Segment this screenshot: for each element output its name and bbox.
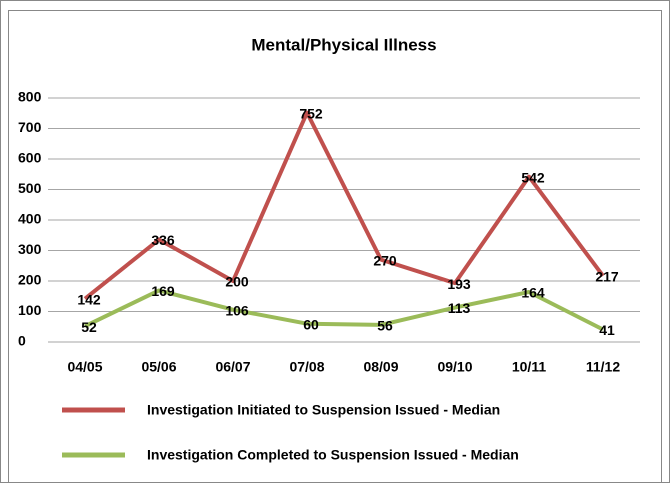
x-tick-label: 05/06: [141, 359, 176, 375]
chart-border: [8, 10, 662, 483]
chart-title: Mental/Physical Illness: [251, 35, 436, 54]
data-label: 542: [521, 169, 545, 185]
data-label: 142: [77, 291, 101, 307]
y-tick-label: 200: [18, 272, 42, 288]
series-line: [84, 288, 604, 332]
x-tick-label: 04/05: [67, 359, 102, 375]
x-tick-label: 09/10: [437, 359, 472, 375]
series-line: [83, 110, 605, 301]
data-label: 200: [225, 274, 249, 290]
x-tick-label: 10/11: [512, 359, 546, 375]
y-tick-label: 400: [18, 211, 42, 227]
data-label: 60: [303, 316, 319, 332]
y-tick-label: 700: [18, 119, 42, 135]
data-label: 336: [151, 232, 175, 248]
data-label: 41: [599, 322, 615, 338]
x-tick-label: 11/12: [586, 359, 620, 375]
data-label: 106: [225, 302, 249, 318]
data-label: 752: [299, 105, 323, 121]
y-tick-label: 300: [18, 241, 42, 257]
y-tick-label: 0: [18, 333, 26, 349]
data-label: 217: [595, 269, 619, 285]
data-label: 164: [521, 285, 545, 301]
y-tick-label: 800: [18, 89, 42, 105]
x-tick-label: 08/09: [363, 359, 398, 375]
data-label: 193: [447, 276, 471, 292]
legend-label: Investigation Initiated to Suspension Is…: [147, 402, 500, 418]
data-label: 169: [151, 283, 175, 299]
data-label: 56: [377, 318, 393, 334]
y-tick-label: 100: [18, 302, 42, 318]
x-tick-label: 06/07: [215, 359, 250, 375]
x-tick-label: 07/08: [289, 359, 324, 375]
legend-label: Investigation Completed to Suspension Is…: [147, 447, 519, 463]
data-label: 52: [81, 319, 97, 335]
data-label: 113: [448, 300, 471, 316]
y-tick-label: 600: [18, 150, 42, 166]
data-label: 270: [373, 252, 397, 268]
y-tick-label: 500: [18, 180, 42, 196]
